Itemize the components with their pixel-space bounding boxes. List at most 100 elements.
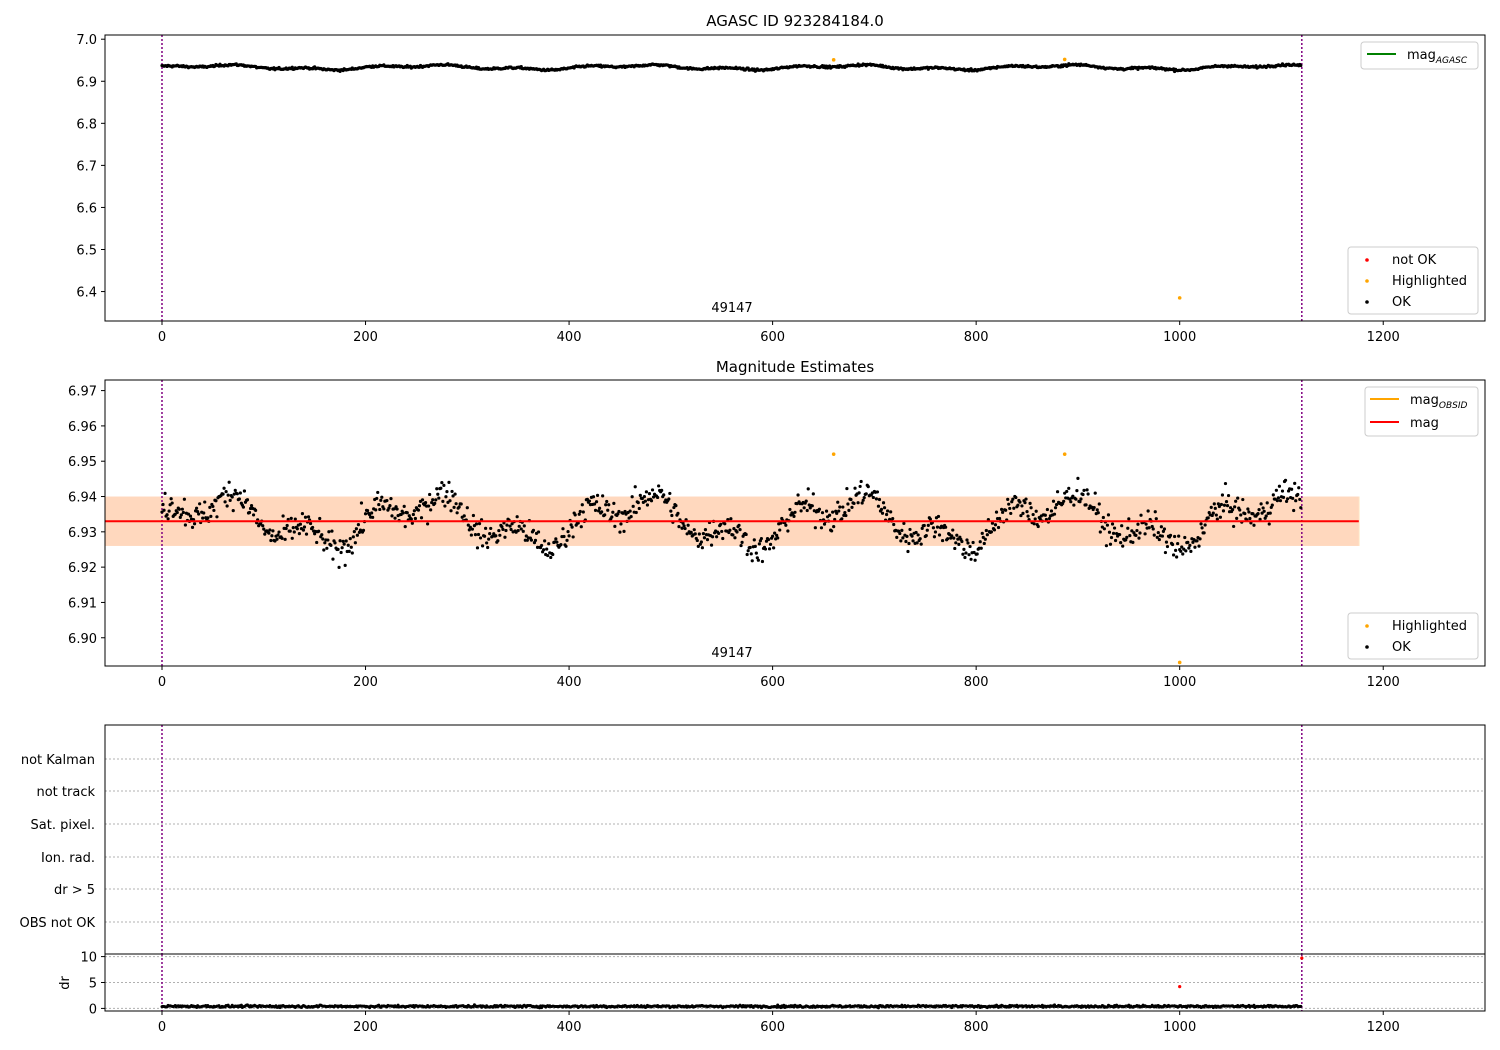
ok-point — [1010, 500, 1014, 504]
ok-point — [242, 489, 247, 493]
ok-point — [728, 528, 732, 532]
ok-point — [470, 527, 474, 531]
ok-point — [1238, 508, 1242, 512]
ok-point — [841, 505, 845, 509]
ok-point — [731, 533, 735, 537]
ok-point — [451, 494, 455, 498]
ok-point — [1160, 534, 1164, 538]
ok-point — [1130, 529, 1134, 533]
ok-point — [238, 491, 242, 495]
ok-point — [497, 528, 501, 533]
ok-point — [1067, 486, 1071, 490]
ok-point — [292, 530, 296, 534]
ok-point — [693, 532, 697, 536]
ok-point — [343, 563, 347, 567]
ok-point — [508, 524, 512, 528]
ok-point — [436, 492, 440, 496]
ok-point — [1110, 522, 1115, 526]
ok-point — [177, 507, 181, 511]
ok-point — [1023, 501, 1027, 505]
ok-point — [419, 516, 424, 520]
ok-point — [1012, 506, 1016, 510]
ok-point — [417, 504, 422, 508]
ok-point — [1259, 502, 1263, 506]
ok-point — [840, 517, 844, 521]
ok-point — [1217, 504, 1221, 509]
ok-point — [178, 515, 182, 519]
ok-point — [323, 541, 327, 545]
ok-point — [452, 505, 456, 509]
ok-point — [247, 510, 252, 515]
ok-point — [1052, 512, 1057, 516]
ok-point — [212, 508, 216, 513]
ok-point — [1274, 488, 1278, 492]
ok-point — [1284, 499, 1289, 504]
ok-point — [793, 510, 797, 514]
ok-point — [649, 499, 654, 503]
ok-point — [1189, 549, 1193, 553]
ok-point — [662, 493, 666, 497]
ok-point — [768, 542, 773, 546]
ok-point — [503, 535, 507, 539]
ok-point — [429, 508, 433, 512]
ok-point — [1235, 516, 1239, 520]
ok-point — [405, 511, 409, 515]
ok-point — [748, 545, 752, 550]
x-tick-label: 1200 — [1367, 330, 1400, 345]
ok-point — [271, 529, 275, 533]
ok-point — [1179, 549, 1183, 553]
ok-point — [469, 533, 473, 537]
ok-point — [830, 529, 834, 533]
ok-point — [346, 543, 350, 547]
ok-point — [898, 531, 902, 536]
ok-point — [1220, 493, 1225, 497]
ok-point — [224, 490, 228, 494]
ok-point — [1281, 495, 1286, 499]
ok-point — [1225, 504, 1230, 508]
ok-point — [754, 551, 758, 555]
ok-point — [1299, 63, 1303, 68]
ok-point — [1029, 506, 1033, 510]
ok-point — [1096, 511, 1100, 515]
ok-point — [539, 543, 544, 548]
ok-point — [668, 491, 672, 496]
ok-point — [721, 536, 725, 541]
ok-point — [623, 509, 627, 514]
ok-point — [674, 503, 678, 508]
y-tick-label: 6.90 — [68, 632, 97, 647]
ok-point — [1026, 514, 1030, 518]
ok-point — [370, 511, 374, 515]
ok-point — [1226, 493, 1231, 498]
legend-highlighted-label: Highlighted — [1392, 274, 1467, 289]
ok-point — [1209, 505, 1213, 510]
ok-point — [925, 528, 929, 532]
ok-point — [182, 497, 186, 501]
ok-point — [788, 507, 792, 512]
ok-point — [387, 506, 391, 510]
ok-point — [161, 502, 165, 507]
ok-point — [378, 507, 382, 512]
ok-point — [990, 521, 995, 525]
ok-point — [1118, 532, 1122, 537]
ok-point — [884, 512, 889, 517]
ok-point — [483, 534, 487, 538]
ok-point — [600, 510, 604, 514]
panel-agasc-obsid-label: 49147 — [711, 301, 752, 316]
ok-point — [965, 538, 969, 542]
ok-point — [320, 533, 324, 537]
ok-point — [919, 542, 923, 546]
ok-point — [455, 511, 459, 515]
ok-point — [784, 523, 788, 527]
ok-point — [515, 515, 519, 519]
ok-point — [831, 510, 835, 514]
ok-point — [466, 523, 470, 527]
ok-point — [832, 525, 836, 529]
ok-point — [1294, 499, 1298, 503]
ok-point — [300, 512, 305, 516]
ok-point — [201, 516, 205, 520]
ok-point — [1298, 497, 1302, 502]
ok-point — [573, 513, 577, 517]
ok-point — [1251, 512, 1255, 516]
ok-point — [303, 515, 308, 519]
ok-point — [1296, 492, 1300, 497]
